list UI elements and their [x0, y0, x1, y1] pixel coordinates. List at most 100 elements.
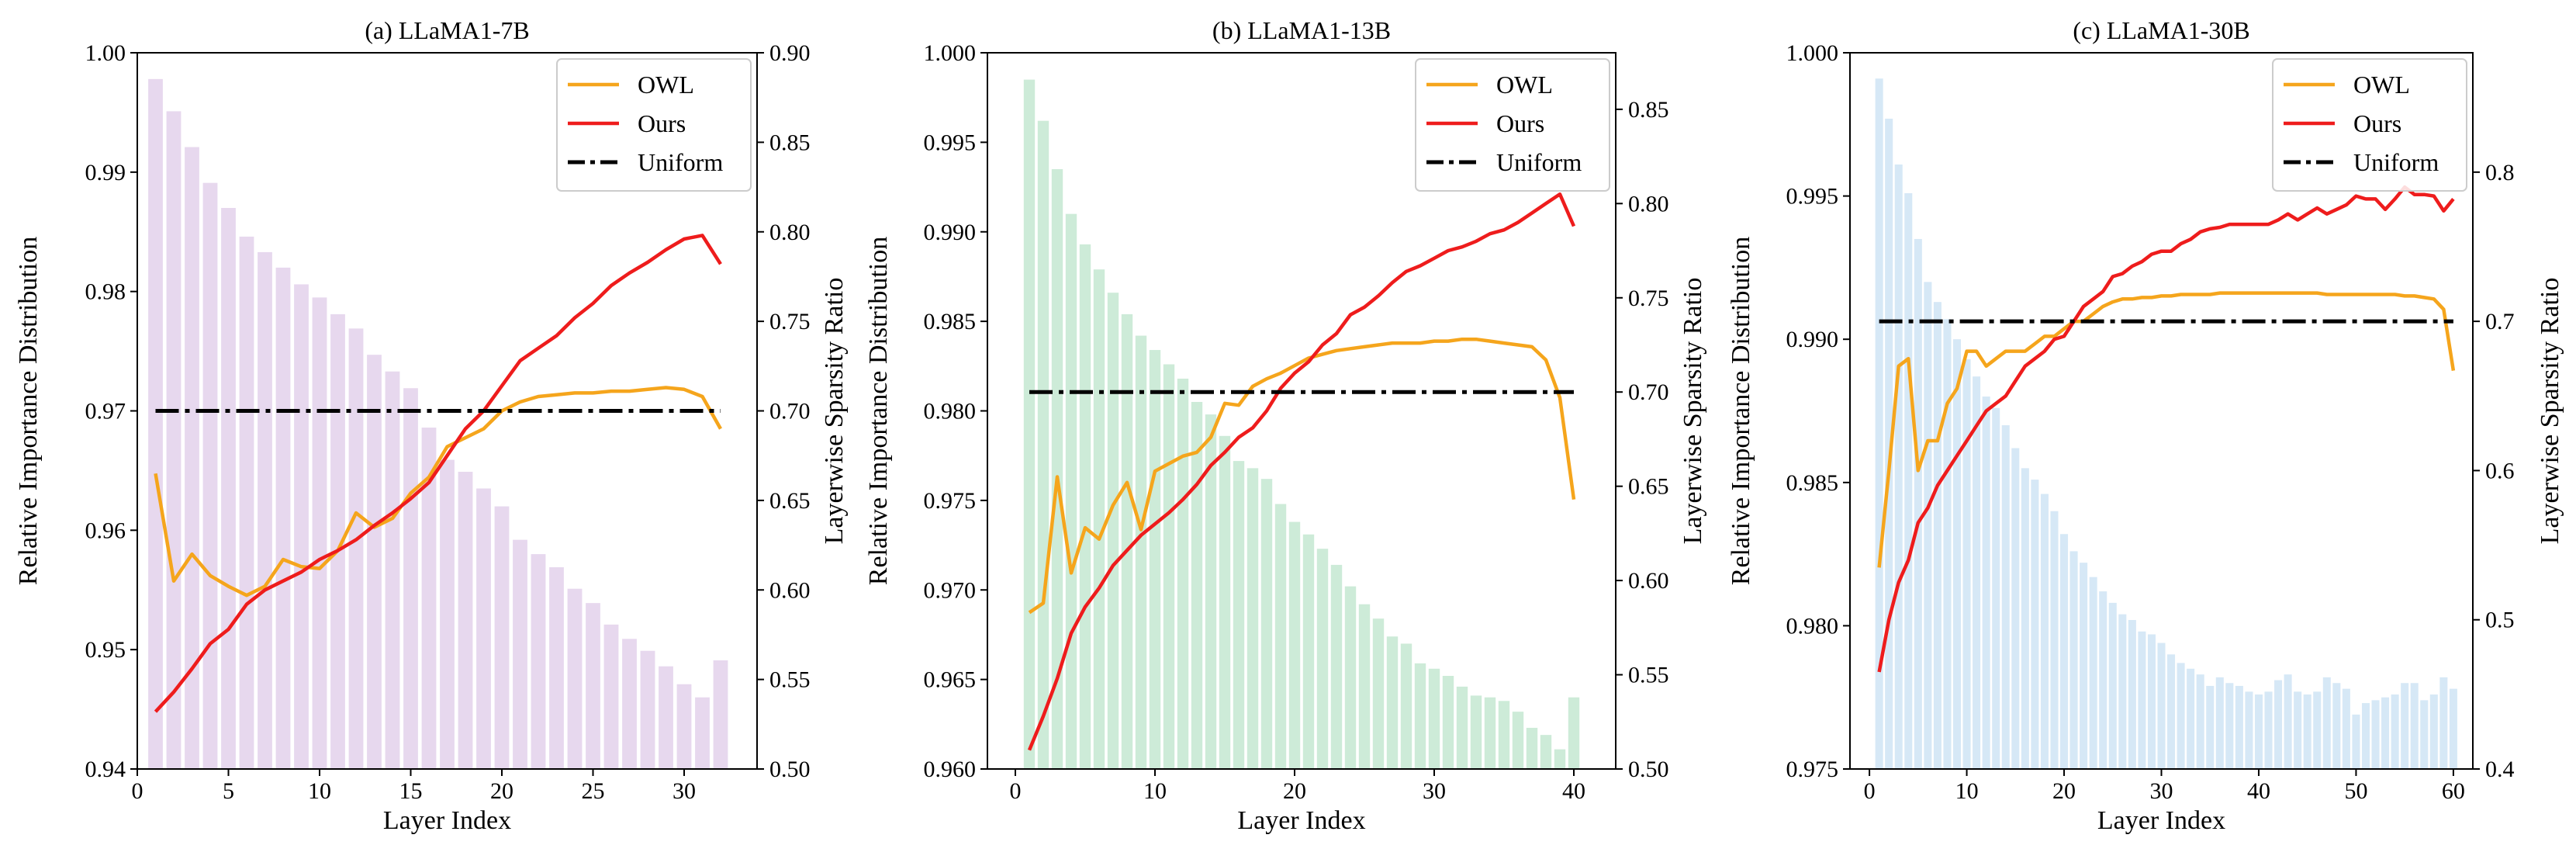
bar — [713, 660, 728, 769]
bar — [1121, 313, 1133, 769]
x-tick-label: 10 — [1955, 778, 1979, 804]
bar — [239, 236, 254, 769]
x-tick-label: 30 — [673, 778, 696, 804]
bar — [2264, 691, 2273, 769]
bar — [1933, 302, 1942, 769]
line-owl — [154, 386, 722, 597]
legend-label-owl: OWL — [638, 71, 694, 99]
y-axis-label-right: Layerwise Sparsity Ratio — [2536, 278, 2564, 545]
bar — [1288, 521, 1301, 769]
y-tick-label-right: 0.80 — [769, 220, 811, 245]
bar — [1512, 712, 1524, 769]
bar — [494, 506, 510, 769]
bar — [2284, 674, 2292, 769]
y-tick-label-right: 0.6 — [2485, 458, 2515, 483]
bar — [330, 313, 345, 769]
bar — [2391, 694, 2399, 769]
x-tick-label: 25 — [582, 778, 605, 804]
y-tick-label-left: 0.98 — [85, 279, 126, 305]
bar — [185, 147, 199, 769]
bar — [1372, 618, 1385, 769]
bar — [2313, 691, 2322, 769]
bar — [1093, 269, 1105, 769]
x-axis-label: Layer Index — [383, 806, 511, 835]
chart-title: (a) LLaMA1-7B — [365, 16, 529, 44]
plot-area — [1875, 78, 2457, 769]
y-tick-label-right: 0.60 — [769, 577, 811, 603]
panel-2: 0 10 20 30 40 Layer Index 0.960 0.965 0.970 0.975… — [864, 16, 1707, 835]
legend-box — [1415, 58, 1610, 192]
x-axis: 0 10 20 30 40 Layer Index — [1010, 769, 1585, 835]
bar — [1023, 79, 1036, 769]
bar — [1568, 697, 1580, 769]
bar — [2187, 668, 2195, 769]
x-tick-label: 15 — [399, 778, 423, 804]
y-tick-label-left: 0.990 — [924, 220, 977, 245]
bar — [1904, 192, 1913, 769]
bar — [2089, 577, 2097, 769]
chart-title: (c) LLaMA1-30B — [2073, 16, 2249, 44]
bar — [2352, 714, 2360, 769]
bar — [1456, 686, 1468, 769]
x-axis-label: Layer Index — [1237, 806, 1365, 835]
y-tick-label-right: 0.4 — [2485, 757, 2515, 782]
bar — [1358, 604, 1371, 769]
y-tick-label-left: 0.970 — [924, 577, 977, 603]
bar — [2254, 694, 2263, 769]
bar — [659, 666, 673, 769]
bar-series — [1875, 78, 2457, 769]
y-axis-right: 0.50 0.55 0.60 0.65 0.70 0.75 0.80 0.85 Layerwis… — [1616, 97, 1707, 782]
bar — [1442, 676, 1454, 769]
bar — [294, 284, 309, 769]
bar — [1894, 164, 1903, 769]
bar — [549, 567, 564, 769]
bar — [2167, 654, 2176, 769]
bar — [2138, 631, 2146, 769]
bar — [1247, 468, 1259, 769]
y-tick-label-left: 0.965 — [924, 667, 977, 693]
bar — [1400, 643, 1412, 769]
bar — [1982, 397, 1990, 769]
bar — [513, 539, 527, 769]
bar — [458, 471, 473, 769]
y-tick-label-right: 0.55 — [769, 667, 811, 693]
y-tick-label-right: 0.75 — [1628, 286, 1669, 311]
bar — [1540, 735, 1552, 769]
bar — [2108, 602, 2117, 769]
bar — [2069, 551, 2078, 769]
x-tick-label: 60 — [2442, 778, 2465, 804]
y-tick-label-right: 0.90 — [769, 40, 811, 66]
y-tick-label-left: 0.985 — [1786, 470, 1839, 496]
bar-series — [1023, 79, 1580, 769]
bar — [2420, 700, 2429, 769]
x-tick-label: 40 — [2247, 778, 2270, 804]
bar — [385, 371, 400, 769]
x-tick-label: 5 — [223, 778, 234, 804]
y-tick-label-right: 0.85 — [1628, 97, 1669, 123]
y-tick-label-left: 0.960 — [924, 757, 977, 782]
bar — [1914, 238, 1922, 769]
bar — [2040, 494, 2049, 769]
bar — [2303, 694, 2311, 769]
legend-box — [556, 58, 752, 192]
y-axis-left: 0.975 0.980 0.985 0.990 0.995 1.000 Relative I… — [1727, 40, 1850, 782]
bar — [2371, 700, 2380, 769]
bar — [2215, 677, 2224, 769]
bar — [1302, 534, 1315, 769]
y-axis-right: 0.4 0.5 0.6 0.7 0.8 Layerwise Sparsity Ratio — [2473, 160, 2564, 782]
bar — [2294, 691, 2302, 769]
x-tick-label: 10 — [1143, 778, 1167, 804]
bar — [1554, 749, 1566, 769]
y-tick-label-right: 0.7 — [2485, 309, 2515, 334]
legend-label-ours: Ours — [2353, 109, 2401, 137]
y-tick-label-left: 1.00 — [85, 40, 126, 66]
bar — [421, 428, 437, 769]
plot-area — [1023, 79, 1580, 769]
bar — [2401, 683, 2409, 769]
line-ours — [154, 234, 722, 713]
bar — [2225, 683, 2234, 769]
bar — [1992, 407, 2000, 769]
